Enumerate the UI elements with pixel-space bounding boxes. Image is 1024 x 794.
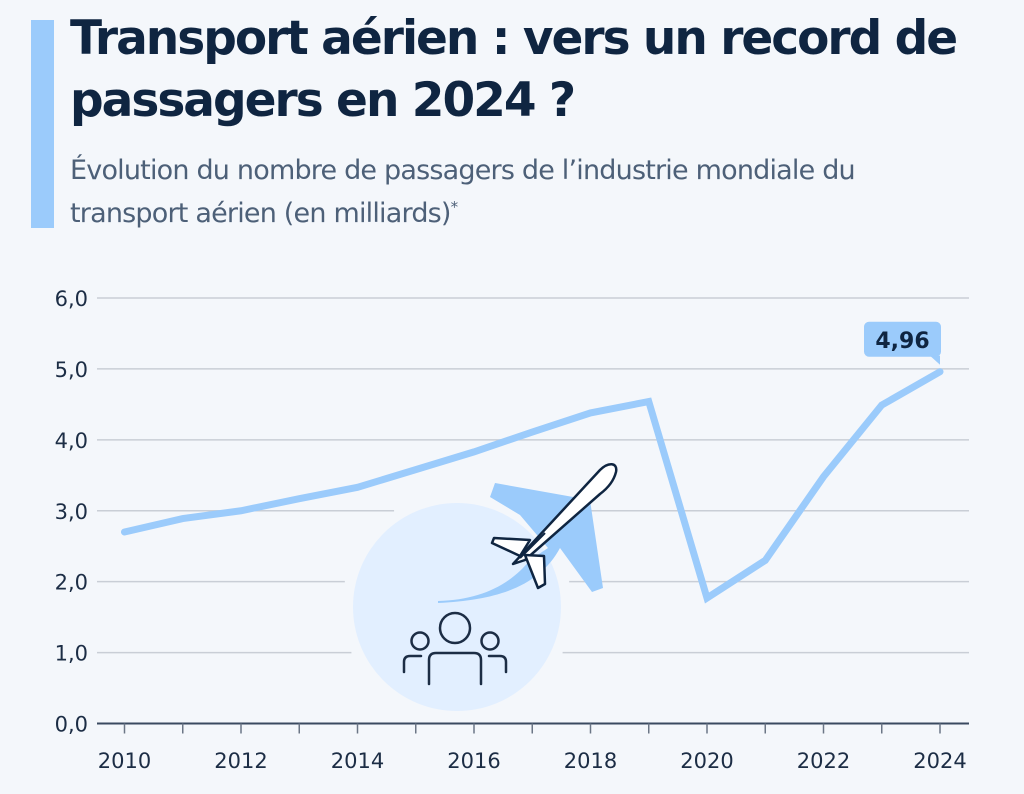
accent-bar: [31, 20, 54, 228]
x-tick-label: 2024: [913, 749, 966, 773]
y-tick-label: 5,0: [55, 358, 88, 382]
callouts: 4,96: [864, 321, 941, 365]
value-callout: 4,96: [864, 321, 941, 365]
x-tick-label: 2016: [447, 749, 500, 773]
airplane-icon: [438, 463, 618, 603]
callout-tail: [930, 355, 940, 365]
x-tick-label: 2022: [797, 749, 850, 773]
x-axis: [97, 722, 969, 734]
callout-box: [864, 321, 941, 357]
x-axis-labels: 2010 2012 2014 2016 2018 2020 2022 2024: [98, 749, 967, 773]
series-passengers: [121, 368, 944, 604]
people-group-icon: [402, 611, 508, 686]
x-tick-label: 2018: [564, 749, 617, 773]
y-axis-labels: 0,0 1,0 2,0 3,0 4,0 5,0 6,0: [55, 287, 88, 737]
y-tick-label: 3,0: [55, 500, 88, 524]
y-tick-label: 0,0: [55, 713, 88, 737]
x-tick-label: 2010: [98, 749, 151, 773]
illustration-circle: [353, 503, 561, 711]
chart-subtitle: Évolution du nombre de passagers de l’in…: [70, 152, 970, 232]
callout-label: 4,96: [875, 329, 929, 354]
page-title: Transport aérien : vers un record de pas…: [70, 11, 958, 128]
x-tick-label: 2014: [331, 749, 384, 773]
x-tick-label: 2012: [214, 749, 267, 773]
gridlines: [97, 297, 969, 654]
x-tick-label: 2020: [680, 749, 733, 773]
y-tick-label: 4,0: [55, 429, 88, 453]
y-tick-label: 1,0: [55, 642, 88, 666]
y-tick-label: 2,0: [55, 571, 88, 595]
footnote-mark: *: [450, 198, 458, 216]
illustration: [353, 463, 618, 711]
y-tick-label: 6,0: [55, 287, 88, 311]
subtitle-text: Évolution du nombre de passagers de l’in…: [70, 155, 856, 229]
